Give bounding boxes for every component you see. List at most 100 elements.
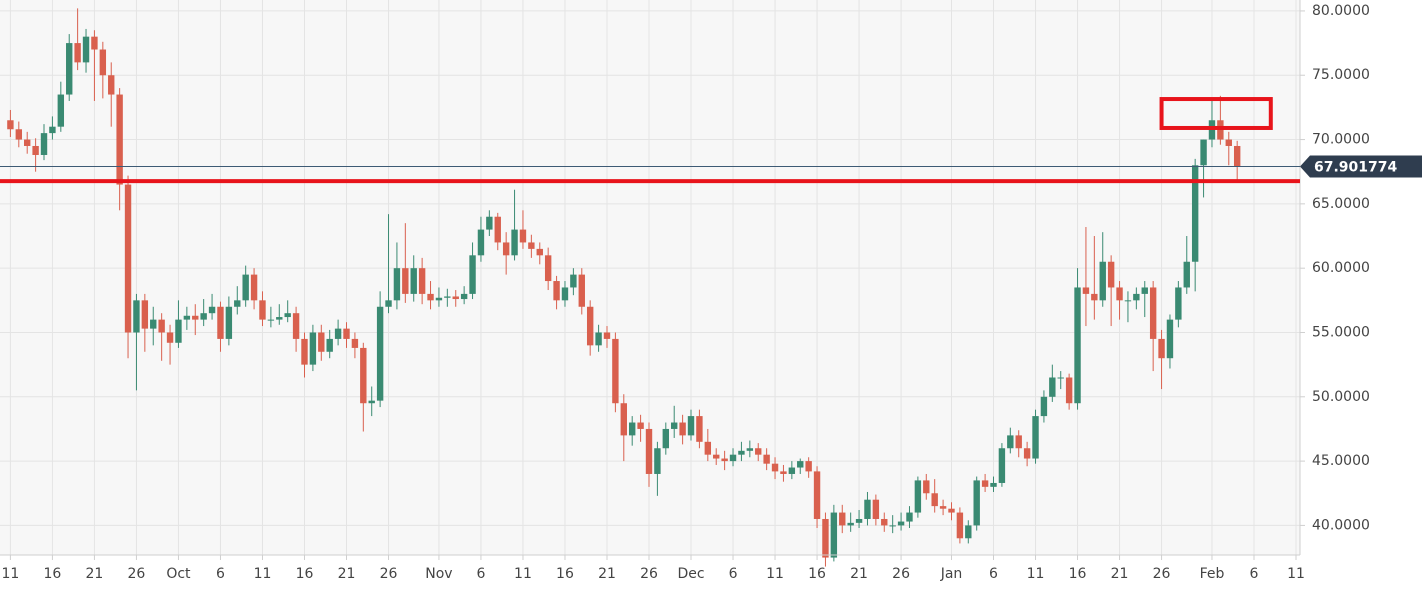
candle-body bbox=[755, 448, 762, 455]
x-tick-label: 11 bbox=[1, 566, 19, 582]
x-tick-label: 16 bbox=[296, 566, 314, 582]
candle-body bbox=[830, 512, 838, 558]
candle-body bbox=[32, 145, 39, 155]
candle-body bbox=[393, 268, 401, 301]
candle-body bbox=[1191, 165, 1199, 262]
candle-body bbox=[460, 293, 468, 300]
candle-body bbox=[805, 461, 812, 472]
candle-body bbox=[570, 274, 577, 288]
candle-body bbox=[1233, 145, 1241, 167]
candle-body bbox=[150, 319, 157, 329]
candle-body bbox=[713, 454, 720, 459]
x-tick-label: 6 bbox=[216, 566, 225, 582]
candle-body bbox=[881, 518, 888, 526]
x-tick-label: 21 bbox=[86, 566, 104, 582]
candle-body bbox=[360, 347, 367, 404]
candle-body bbox=[242, 274, 249, 301]
x-tick-label: 11 bbox=[254, 566, 272, 582]
x-tick-label: 21 bbox=[338, 566, 356, 582]
candle-body bbox=[334, 328, 342, 339]
candle-body bbox=[696, 416, 703, 442]
candle-body bbox=[738, 450, 745, 455]
candle-body bbox=[578, 274, 585, 307]
candle-body bbox=[687, 416, 695, 436]
candle-body bbox=[234, 300, 241, 307]
current-price-label: 67.901774 bbox=[1314, 160, 1398, 176]
candle-body bbox=[931, 493, 938, 507]
candle-body bbox=[981, 480, 989, 487]
candle-body bbox=[511, 229, 518, 256]
candle-body bbox=[1166, 319, 1174, 359]
candle-body bbox=[889, 525, 896, 527]
x-tick-label: 6 bbox=[989, 566, 998, 582]
candle-body bbox=[780, 471, 787, 474]
candle-body bbox=[1057, 377, 1064, 379]
candle-body bbox=[654, 448, 661, 474]
candle-body bbox=[402, 268, 409, 294]
candle-body bbox=[956, 512, 964, 539]
candle-body bbox=[376, 306, 384, 401]
candle-body bbox=[1124, 300, 1132, 302]
candle-body bbox=[1099, 261, 1106, 301]
x-tick-label: Oct bbox=[166, 566, 191, 582]
candle-body bbox=[1133, 293, 1140, 301]
candle-body bbox=[771, 463, 779, 472]
candle-body bbox=[24, 139, 31, 146]
candle-body bbox=[301, 338, 308, 365]
candle-body bbox=[1225, 139, 1232, 146]
candle-body bbox=[914, 480, 922, 513]
candle-body bbox=[343, 328, 350, 339]
y-tick-label: 80.0000 bbox=[1312, 3, 1370, 19]
candle-body bbox=[595, 332, 602, 346]
candle-body bbox=[1023, 448, 1031, 459]
x-tick-label: 26 bbox=[380, 566, 398, 582]
y-tick-label: 65.0000 bbox=[1312, 196, 1370, 212]
candle-body bbox=[519, 229, 527, 243]
x-tick-label: 11 bbox=[514, 566, 532, 582]
x-tick-label: 26 bbox=[892, 566, 910, 582]
x-tick-label: 6 bbox=[476, 566, 485, 582]
x-tick-label: 16 bbox=[808, 566, 826, 582]
resistance-box bbox=[1159, 97, 1273, 130]
candle-body bbox=[351, 338, 359, 348]
candle-body bbox=[57, 94, 65, 127]
candle-body bbox=[544, 255, 552, 282]
candle-body bbox=[284, 313, 291, 318]
candle-body bbox=[679, 422, 686, 436]
candle-body bbox=[948, 508, 955, 513]
x-tick-label: Feb bbox=[1200, 566, 1225, 582]
candle-body bbox=[124, 184, 132, 333]
candle-body bbox=[822, 518, 829, 558]
candle-body bbox=[1158, 338, 1165, 359]
x-tick-label: 26 bbox=[128, 566, 146, 582]
candle-body bbox=[1175, 287, 1182, 320]
candle-body bbox=[729, 454, 737, 462]
candle-body bbox=[1082, 287, 1090, 294]
candle-body bbox=[326, 338, 333, 352]
candle-body bbox=[309, 332, 317, 365]
candle-body bbox=[175, 319, 182, 343]
candle-body bbox=[561, 287, 569, 301]
candle-body bbox=[637, 422, 644, 429]
candle-body bbox=[1040, 396, 1048, 417]
candle-body bbox=[494, 216, 501, 243]
candle-body bbox=[444, 296, 451, 298]
candle-body bbox=[477, 229, 485, 256]
candle-body bbox=[418, 268, 426, 294]
candle-body bbox=[1074, 287, 1081, 404]
candle-body bbox=[1107, 261, 1115, 288]
candle-body bbox=[91, 36, 98, 50]
x-tick-label: 11 bbox=[1027, 566, 1045, 582]
candle-body bbox=[183, 315, 191, 320]
candle-body bbox=[469, 255, 476, 294]
candle-body bbox=[628, 422, 636, 436]
x-tick-label: 21 bbox=[598, 566, 616, 582]
x-tick-label: 6 bbox=[729, 566, 738, 582]
candle-body bbox=[671, 422, 678, 429]
candle-body bbox=[788, 467, 796, 474]
candle-body bbox=[603, 332, 611, 339]
candle-body bbox=[368, 400, 375, 404]
candle-body bbox=[1007, 435, 1014, 449]
candle-body bbox=[586, 306, 594, 346]
x-tick-label: 16 bbox=[556, 566, 574, 582]
